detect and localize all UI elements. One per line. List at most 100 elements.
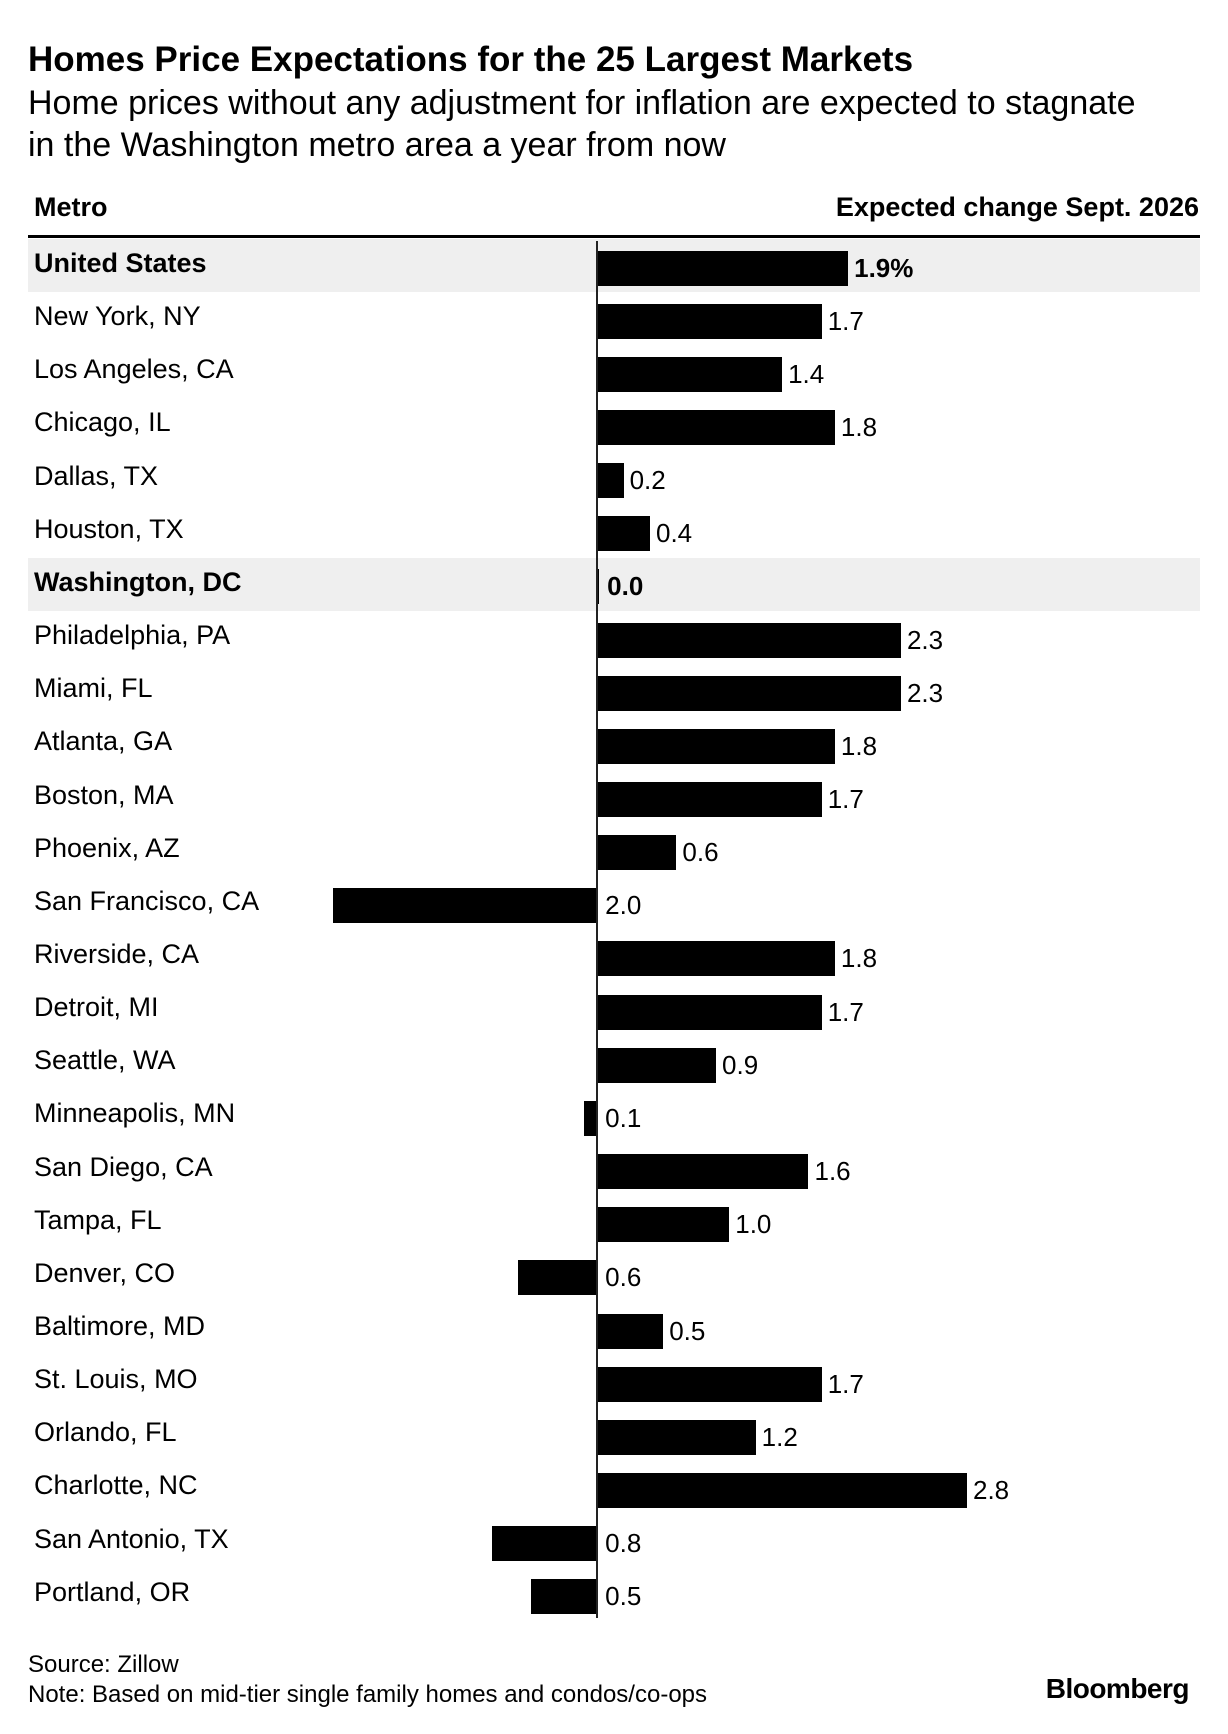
metro-label: Denver, CO bbox=[34, 1257, 176, 1288]
chart-row: Orlando, FL 1.2 bbox=[28, 1408, 1200, 1461]
metro-label: San Diego, CA bbox=[34, 1151, 213, 1182]
chart-row: Minneapolis, MN 0.1 bbox=[28, 1089, 1200, 1142]
metro-label: New York, NY bbox=[34, 301, 201, 332]
data-label: 2.8 bbox=[973, 1474, 1010, 1505]
source-note: Source: Zillow bbox=[28, 1651, 179, 1678]
metro-label: Portland, OR bbox=[34, 1576, 191, 1607]
chart-row: Phoenix, AZ 0.6 bbox=[28, 824, 1200, 877]
bar bbox=[597, 1366, 822, 1402]
data-label: 1.9% bbox=[854, 252, 914, 283]
chart-row: Detroit, MI 1.7 bbox=[28, 983, 1200, 1036]
bar bbox=[597, 728, 835, 764]
chart-row: Los Angeles, CA 1.4 bbox=[28, 345, 1200, 398]
footnote: Note: Based on mid-tier single family ho… bbox=[28, 1681, 708, 1708]
chart-row: San Francisco, CA 2.0 bbox=[28, 877, 1200, 930]
metro-label: Minneapolis, MN bbox=[34, 1098, 236, 1129]
bar bbox=[597, 250, 849, 286]
metro-column-header: Metro bbox=[34, 192, 108, 222]
metro-label: Tampa, FL bbox=[34, 1204, 162, 1235]
bar bbox=[597, 835, 677, 871]
chart-row: Dallas, TX 0.2 bbox=[28, 452, 1200, 505]
zero-axis-line bbox=[596, 241, 598, 1618]
metro-label: Detroit, MI bbox=[34, 992, 159, 1023]
metro-label: Orlando, FL bbox=[34, 1417, 177, 1448]
chart-row: Miami, FL 2.3 bbox=[28, 664, 1200, 717]
bar bbox=[333, 888, 598, 924]
header-rule bbox=[28, 235, 1200, 238]
data-label: 1.8 bbox=[840, 411, 878, 442]
data-label: 0.5 bbox=[669, 1315, 706, 1346]
bloomberg-logo: Bloomberg bbox=[1045, 1673, 1190, 1704]
chart-row: Seattle, WA 0.9 bbox=[28, 1036, 1200, 1089]
data-label: 1.7 bbox=[827, 996, 864, 1027]
metro-label: Houston, TX bbox=[34, 513, 184, 544]
chart-row: San Antonio, TX 0.8 bbox=[28, 1515, 1200, 1568]
metro-label: San Francisco, CA bbox=[34, 885, 260, 916]
data-label: 1.8 bbox=[840, 730, 878, 761]
data-label: 2.0 bbox=[605, 890, 642, 921]
bar bbox=[597, 622, 901, 658]
bar bbox=[597, 1207, 730, 1243]
metro-label: San Antonio, TX bbox=[34, 1523, 229, 1554]
bar bbox=[597, 1313, 664, 1349]
chart-row: St. Louis, MO 1.7 bbox=[28, 1355, 1200, 1408]
chart-row: New York, NY 1.7 bbox=[28, 292, 1200, 345]
data-label: 0.6 bbox=[605, 1262, 642, 1293]
chart-subtitle-line: in the Washington metro area a year from… bbox=[28, 126, 726, 164]
data-label: 1.7 bbox=[827, 305, 864, 336]
chart-row: Atlanta, GA 1.8 bbox=[28, 717, 1200, 770]
chart-row: Boston, MA 1.7 bbox=[28, 771, 1200, 824]
bar bbox=[597, 675, 901, 711]
bar bbox=[597, 994, 822, 1030]
bar bbox=[531, 1579, 598, 1615]
chart-subtitle: Home prices without any adjustment for i… bbox=[28, 82, 1136, 166]
value-column-header: Expected change Sept. 2026 bbox=[835, 192, 1199, 222]
chart-row: Charlotte, NC 2.8 bbox=[28, 1461, 1200, 1514]
data-label: 1.4 bbox=[788, 358, 825, 389]
data-label: 0.1 bbox=[605, 1102, 642, 1133]
chart-subtitle-line: Home prices without any adjustment for i… bbox=[28, 84, 1136, 122]
bar bbox=[517, 1260, 598, 1296]
chart-row: Denver, CO 0.6 bbox=[28, 1249, 1200, 1302]
data-label: 0.8 bbox=[605, 1528, 642, 1559]
metro-label: St. Louis, MO bbox=[34, 1364, 198, 1395]
chart-row: Houston, TX 0.4 bbox=[28, 505, 1200, 558]
data-label: 0.9 bbox=[722, 1049, 759, 1080]
metro-label: Riverside, CA bbox=[34, 938, 200, 969]
bar bbox=[597, 303, 822, 339]
metro-label: United States bbox=[34, 248, 207, 278]
chart-row: Baltimore, MD 0.5 bbox=[28, 1302, 1200, 1355]
data-label: 0.2 bbox=[629, 465, 666, 496]
data-label: 0.5 bbox=[605, 1581, 642, 1612]
data-label: 1.0 bbox=[735, 1209, 772, 1240]
chart-row: San Diego, CA 1.6 bbox=[28, 1143, 1200, 1196]
data-label: 0.0 bbox=[607, 571, 644, 602]
metro-label: Atlanta, GA bbox=[34, 726, 173, 757]
metro-label: Boston, MA bbox=[34, 779, 174, 810]
metro-label: Phoenix, AZ bbox=[34, 832, 180, 863]
chart-row: Portland, OR 0.5 bbox=[28, 1568, 1200, 1621]
chart-row: Washington, DC 0.0 bbox=[28, 557, 1200, 612]
bar bbox=[597, 1047, 717, 1083]
data-label: 1.2 bbox=[761, 1421, 798, 1452]
bar bbox=[597, 1419, 756, 1455]
metro-label: Philadelphia, PA bbox=[34, 620, 231, 651]
data-label: 0.6 bbox=[682, 837, 719, 868]
bar bbox=[597, 1472, 967, 1508]
metro-label: Washington, DC bbox=[34, 566, 242, 597]
metro-label: Chicago, IL bbox=[34, 407, 171, 438]
data-label: 1.6 bbox=[814, 1156, 851, 1187]
chart-row: Tampa, FL 1.0 bbox=[28, 1196, 1200, 1249]
metro-label: Charlotte, NC bbox=[34, 1470, 198, 1501]
bar bbox=[597, 409, 835, 445]
metro-label: Dallas, TX bbox=[34, 460, 159, 491]
data-label: 0.4 bbox=[656, 518, 693, 549]
data-label: 1.8 bbox=[840, 943, 878, 974]
bar bbox=[597, 1154, 809, 1190]
bar bbox=[583, 1100, 598, 1136]
bar bbox=[597, 463, 624, 499]
data-label: 1.7 bbox=[827, 784, 864, 814]
metro-label: Seattle, WA bbox=[34, 1045, 176, 1076]
data-label: 1.7 bbox=[827, 1368, 864, 1399]
